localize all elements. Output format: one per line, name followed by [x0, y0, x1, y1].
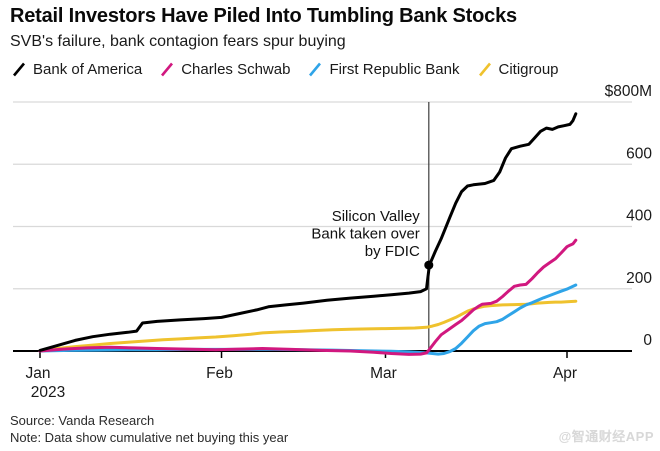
series-line-citigroup [38, 299, 578, 353]
legend-item-citigroup: Citigroup [478, 61, 559, 78]
annotation-text: Silicon Valley [332, 208, 421, 225]
event-dot [424, 260, 434, 270]
annotation-text: Bank taken over [311, 226, 419, 243]
source-text: Source: Vanda Research [10, 413, 155, 428]
x-tick-label: Mar [370, 365, 397, 382]
x-tick-label: Apr [553, 365, 577, 382]
legend-slash-icon [478, 62, 491, 77]
legend-slash-icon [13, 62, 25, 77]
chart-subtitle: SVB's failure, bank contagion fears spur… [10, 33, 346, 50]
y-tick-label: $800M [605, 83, 652, 100]
watermark: @智通财经APP [558, 429, 654, 444]
x-tick-label: Jan [26, 365, 51, 382]
chart-title: Retail Investors Have Piled Into Tumblin… [10, 5, 517, 27]
legend-label: Citigroup [498, 61, 559, 78]
x-tick-label: Feb [206, 365, 233, 382]
legend-item-first-republic-bank: First Republic Bank [308, 61, 460, 78]
y-tick-label: 0 [643, 332, 652, 349]
year-label: 2023 [31, 384, 65, 401]
legend: Bank of America Charles Schwab First Repub… [12, 61, 559, 78]
y-tick-label: 400 [626, 208, 652, 225]
legend-slash-icon [161, 62, 174, 77]
y-tick-label: 600 [626, 145, 652, 162]
source-note-block: Source: Vanda Research Note: Data show c… [10, 412, 288, 446]
annotation-text: by FDIC [365, 243, 420, 260]
legend-label: Bank of America [33, 61, 143, 78]
legend-item-bank-of-america: Bank of America [12, 61, 142, 78]
legend-item-charles-schwab: Charles Schwab [160, 61, 290, 78]
legend-label: Charles Schwab [181, 61, 291, 78]
legend-slash-icon [309, 62, 322, 77]
legend-label: First Republic Bank [329, 61, 460, 78]
y-tick-label: 200 [626, 270, 652, 287]
series-line-bank-of-america [38, 112, 578, 352]
series-line-charles-schwab [38, 238, 578, 356]
note-text: Note: Data show cumulative net buying th… [10, 430, 289, 445]
